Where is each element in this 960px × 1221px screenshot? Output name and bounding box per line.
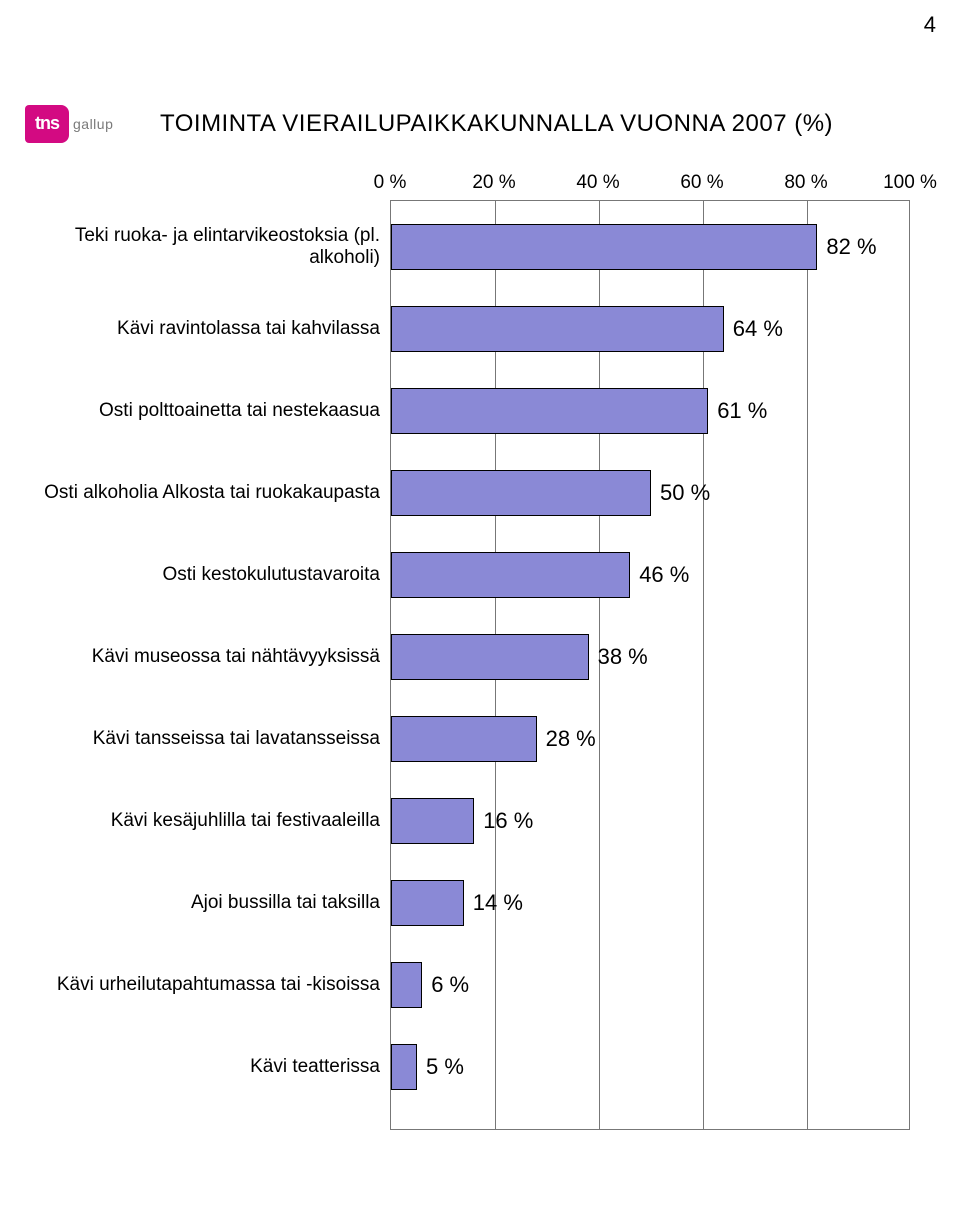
category-label: Osti alkoholia Alkosta tai ruokakaupasta — [30, 482, 380, 504]
category-label: Kävi tansseissa tai lavatansseissa — [30, 728, 380, 750]
bar — [391, 798, 474, 844]
chart-row: Ajoi bussilla tai taksilla 14 % — [30, 878, 950, 928]
chart-row: Kävi urheilutapahtumassa tai -kisoissa 6 … — [30, 960, 950, 1010]
bar-chart: 0 % 20 % 40 % 60 % 80 % 100 % Teki ruoka- ja … — [0, 170, 960, 1150]
page: 4 tns gallup TOIMINTA VIERAILUPAIKKAKUNN… — [0, 0, 960, 1221]
x-tick-label: 20 % — [472, 172, 515, 194]
chart-row: Kävi teatterissa 5 % — [30, 1042, 950, 1092]
chart-row: Kävi kesäjuhlilla tai festivaaleilla 16 % — [30, 796, 950, 846]
category-label: Kävi ravintolassa tai kahvilassa — [30, 318, 380, 340]
category-label: Kävi urheilutapahtumassa tai -kisoissa — [30, 974, 380, 996]
x-axis: 0 %20 %40 %60 %80 %100 % — [390, 170, 910, 200]
chart-row: Osti kestokulutustavaroita 46 % — [30, 550, 950, 600]
bar-wrap: 61 % — [390, 388, 910, 434]
value-label: 61 % — [717, 398, 767, 424]
x-tick-label: 80 % — [784, 172, 827, 194]
value-label: 38 % — [598, 644, 648, 670]
category-label: Kävi museossa tai nähtävyyksissä — [30, 646, 380, 668]
x-tick-label: 100 % — [883, 172, 937, 194]
bar-wrap: 46 % — [390, 552, 910, 598]
value-label: 82 % — [826, 234, 876, 260]
chart-row: Teki ruoka- ja elintarvikeostoksia (pl. … — [30, 222, 950, 272]
bar-wrap: 64 % — [390, 306, 910, 352]
x-tick-label: 0 % — [374, 172, 407, 194]
bar-wrap: 82 % — [390, 224, 910, 270]
category-label: Kävi teatterissa — [30, 1056, 380, 1078]
chart-title: TOIMINTA VIERAILUPAIKKAKUNNALLA VUONNA 2… — [160, 110, 833, 138]
category-label: Teki ruoka- ja elintarvikeostoksia (pl. … — [30, 225, 380, 269]
value-label: 16 % — [483, 808, 533, 834]
chart-row: Osti alkoholia Alkosta tai ruokakaupasta… — [30, 468, 950, 518]
chart-row: Osti polttoainetta tai nestekaasua 61 % — [30, 386, 950, 436]
bar — [391, 1044, 417, 1090]
value-label: 28 % — [546, 726, 596, 752]
bar-wrap: 50 % — [390, 470, 910, 516]
category-label: Ajoi bussilla tai taksilla — [30, 892, 380, 914]
category-label: Osti kestokulutustavaroita — [30, 564, 380, 586]
chart-row: Kävi ravintolassa tai kahvilassa 64 % — [30, 304, 950, 354]
chart-row: Kävi museossa tai nähtävyyksissä 38 % — [30, 632, 950, 682]
bar — [391, 388, 708, 434]
x-tick-label: 40 % — [576, 172, 619, 194]
brand-logo: tns gallup — [25, 105, 113, 143]
bar-wrap: 38 % — [390, 634, 910, 680]
value-label: 5 % — [426, 1054, 464, 1080]
value-label: 50 % — [660, 480, 710, 506]
chart-row: Kävi tansseissa tai lavatansseissa 28 % — [30, 714, 950, 764]
value-label: 64 % — [733, 316, 783, 342]
bar-wrap: 14 % — [390, 880, 910, 926]
bar-wrap: 16 % — [390, 798, 910, 844]
bar — [391, 962, 422, 1008]
category-label: Osti polttoainetta tai nestekaasua — [30, 400, 380, 422]
bar-wrap: 28 % — [390, 716, 910, 762]
logo-tile: tns — [25, 105, 69, 143]
bar — [391, 880, 464, 926]
bar-wrap: 6 % — [390, 962, 910, 1008]
page-number: 4 — [924, 12, 936, 38]
bar — [391, 716, 537, 762]
bar — [391, 306, 724, 352]
value-label: 6 % — [431, 972, 469, 998]
value-label: 46 % — [639, 562, 689, 588]
bar — [391, 224, 817, 270]
bar — [391, 470, 651, 516]
category-label: Kävi kesäjuhlilla tai festivaaleilla — [30, 810, 380, 832]
value-label: 14 % — [473, 890, 523, 916]
x-tick-label: 60 % — [680, 172, 723, 194]
logo-subtext: gallup — [73, 116, 113, 132]
bar-wrap: 5 % — [390, 1044, 910, 1090]
bar — [391, 634, 589, 680]
bar — [391, 552, 630, 598]
